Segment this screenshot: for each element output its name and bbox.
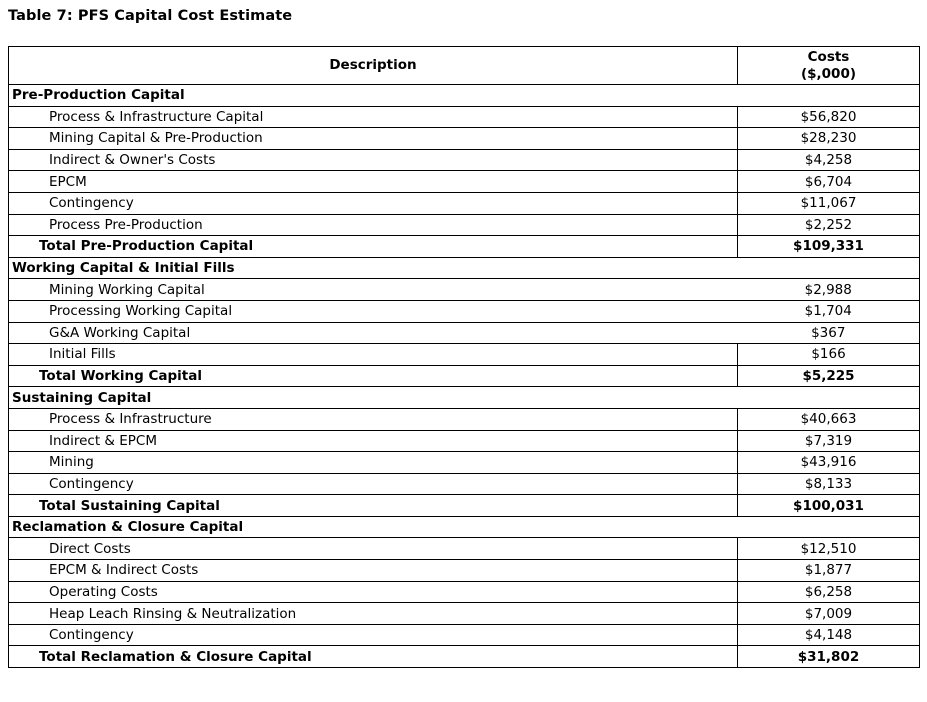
table-row: Indirect & EPCM $7,319 [8,429,920,453]
item-label: EPCM & Indirect Costs [8,559,738,582]
total-label: Total Pre-Production Capital [8,235,738,258]
table-row: Processing Working Capital $1,704 [8,299,920,323]
header-row: Description Costs ($,000) [8,46,920,85]
item-label: Contingency [8,472,738,496]
total-cost: $31,802 [737,645,920,669]
item-cost: $43,916 [737,451,920,474]
total-row: Total Working Capital $5,225 [8,364,920,388]
item-cost: $11,067 [737,191,920,215]
item-cost: $2,988 [737,278,920,301]
table-row: EPCM & Indirect Costs $1,877 [8,559,920,582]
section-row: Working Capital & Initial Fills [8,256,920,280]
item-label: Process & Infrastructure [8,407,738,431]
total-label: Total Sustaining Capital [8,494,738,517]
item-label: Initial Fills [8,343,738,366]
capital-cost-table: Description Costs ($,000) Pre-Production… [8,46,920,669]
item-cost: $7,009 [737,602,920,625]
table-row: Process Pre-Production $2,252 [8,213,920,237]
item-cost: $12,510 [737,537,920,561]
item-label: Process Pre-Production [8,213,738,237]
item-cost: $8,133 [737,472,920,496]
total-row: Total Sustaining Capital $100,031 [8,494,920,517]
table-row: Mining $43,916 [8,451,920,474]
table-row: G&A Working Capital $367 [8,321,920,345]
item-cost: $40,663 [737,407,920,431]
description-column-header: Description [8,46,738,85]
item-cost: $166 [737,343,920,366]
table-row: Initial Fills $166 [8,343,920,366]
item-cost: $2,252 [737,213,920,237]
item-label: EPCM [8,170,738,193]
section-header: Pre-Production Capital [8,84,920,107]
item-label: Mining Working Capital [8,278,738,301]
section-row: Reclamation & Closure Capital [8,515,920,539]
item-label: Operating Costs [8,580,738,604]
item-cost: $4,258 [737,148,920,172]
table-row: Contingency $4,148 [8,623,920,647]
item-label: Contingency [8,191,738,215]
section-header: Reclamation & Closure Capital [8,515,920,539]
total-label: Total Reclamation & Closure Capital [8,645,738,669]
table-row: Process & Infrastructure $40,663 [8,407,920,431]
table-row: Contingency $8,133 [8,472,920,496]
section-row: Pre-Production Capital [8,84,920,107]
item-cost: $4,148 [737,623,920,647]
total-row: Total Pre-Production Capital $109,331 [8,235,920,258]
item-label: Processing Working Capital [8,299,738,323]
total-cost: $109,331 [737,235,920,258]
item-cost: $1,704 [737,299,920,323]
total-label: Total Working Capital [8,364,738,388]
table-row: Heap Leach Rinsing & Neutralization $7,00… [8,602,920,625]
table-row: Contingency $11,067 [8,191,920,215]
item-cost: $367 [737,321,920,345]
table-row: Operating Costs $6,258 [8,580,920,604]
table-row: Mining Capital & Pre-Production $28,230 [8,127,920,150]
item-cost: $28,230 [737,127,920,150]
item-label: Process & Infrastructure Capital [8,105,738,129]
table-row: Indirect & Owner's Costs $4,258 [8,148,920,172]
table-row: EPCM $6,704 [8,170,920,193]
table-body: Pre-Production Capital Process & Infrastr… [8,84,920,669]
item-label: Heap Leach Rinsing & Neutralization [8,602,738,625]
section-header: Sustaining Capital [8,386,920,409]
item-label: Indirect & EPCM [8,429,738,453]
item-label: Contingency [8,623,738,647]
item-cost: $56,820 [737,105,920,129]
costs-column-header: Costs ($,000) [737,46,920,85]
costs-header-line1: Costs [807,48,850,65]
table-row: Mining Working Capital $2,988 [8,278,920,301]
item-cost: $6,258 [737,580,920,604]
item-label: G&A Working Capital [8,321,738,345]
item-cost: $1,877 [737,559,920,582]
item-label: Mining [8,451,738,474]
item-cost: $6,704 [737,170,920,193]
item-label: Indirect & Owner's Costs [8,148,738,172]
item-label: Mining Capital & Pre-Production [8,127,738,150]
table-title: Table 7: PFS Capital Cost Estimate [8,8,293,24]
item-cost: $7,319 [737,429,920,453]
section-row: Sustaining Capital [8,386,920,409]
item-label: Direct Costs [8,537,738,561]
section-header: Working Capital & Initial Fills [8,256,920,280]
table-row: Direct Costs $12,510 [8,537,920,561]
total-row: Total Reclamation & Closure Capital $31,8… [8,645,920,669]
table-row: Process & Infrastructure Capital $56,820 [8,105,920,129]
total-cost: $5,225 [737,364,920,388]
costs-header-line2: ($,000) [800,65,857,82]
total-cost: $100,031 [737,494,920,517]
